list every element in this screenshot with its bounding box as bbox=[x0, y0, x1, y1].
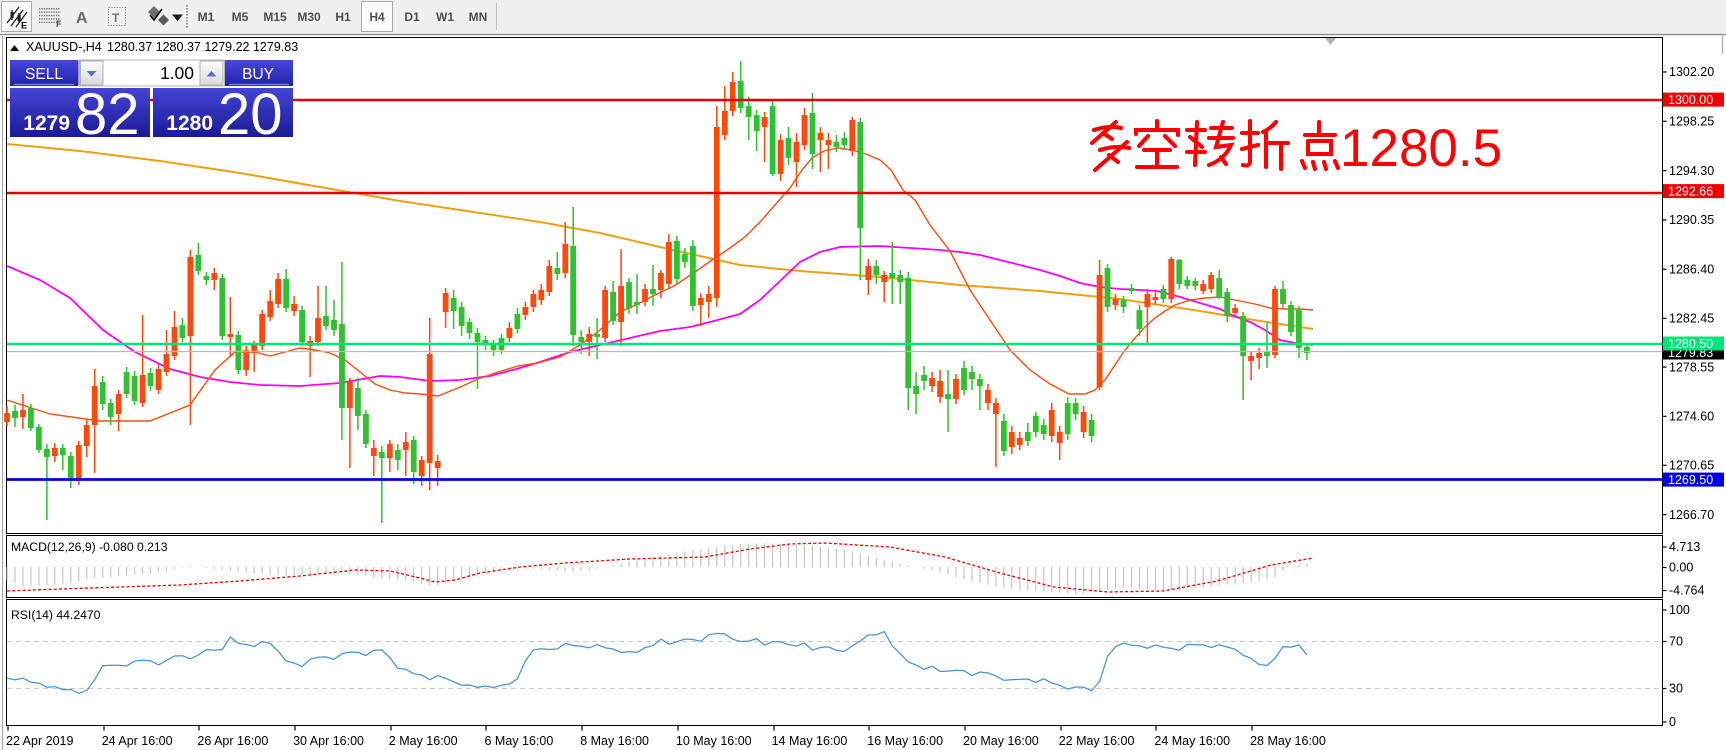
svg-text:F: F bbox=[56, 19, 62, 29]
svg-text:0.00: 0.00 bbox=[1669, 561, 1693, 575]
svg-text:4.713: 4.713 bbox=[1669, 540, 1700, 554]
svg-text:M30: M30 bbox=[297, 10, 321, 24]
svg-text:20: 20 bbox=[218, 82, 283, 147]
svg-text:26 Apr 16:00: 26 Apr 16:00 bbox=[197, 734, 268, 748]
svg-text:-4.764: -4.764 bbox=[1669, 584, 1704, 598]
svg-text:16 May 16:00: 16 May 16:00 bbox=[867, 734, 943, 748]
svg-text:1278.55: 1278.55 bbox=[1669, 360, 1714, 374]
svg-text:100: 100 bbox=[1669, 603, 1690, 617]
svg-text:10 May 16:00: 10 May 16:00 bbox=[676, 734, 752, 748]
svg-text:1294.30: 1294.30 bbox=[1669, 164, 1714, 178]
svg-text:1266.70: 1266.70 bbox=[1669, 508, 1714, 522]
svg-text:70: 70 bbox=[1669, 635, 1683, 649]
svg-text:1280.50: 1280.50 bbox=[1668, 337, 1713, 351]
svg-text:XAUUSD-,H4: XAUUSD-,H4 bbox=[26, 40, 102, 54]
svg-text:H4: H4 bbox=[369, 10, 385, 24]
svg-text:M5: M5 bbox=[232, 10, 249, 24]
svg-text:2 May 16:00: 2 May 16:00 bbox=[389, 734, 458, 748]
svg-text:1298.25: 1298.25 bbox=[1669, 115, 1714, 129]
svg-text:T: T bbox=[112, 11, 120, 25]
svg-text:MACD(12,26,9) -0.080 0.213: MACD(12,26,9) -0.080 0.213 bbox=[11, 540, 168, 554]
svg-text:1292.66: 1292.66 bbox=[1668, 185, 1713, 199]
svg-text:1286.40: 1286.40 bbox=[1669, 262, 1714, 276]
svg-text:0: 0 bbox=[1669, 715, 1676, 729]
svg-text:1279: 1279 bbox=[23, 112, 70, 135]
svg-text:82: 82 bbox=[75, 82, 140, 147]
svg-text:1280.5: 1280.5 bbox=[1340, 119, 1502, 178]
svg-text:W1: W1 bbox=[436, 10, 454, 24]
svg-text:E: E bbox=[21, 21, 27, 31]
svg-text:1269.50: 1269.50 bbox=[1668, 473, 1713, 487]
svg-text:6 May 16:00: 6 May 16:00 bbox=[485, 734, 554, 748]
svg-text:30 Apr 16:00: 30 Apr 16:00 bbox=[293, 734, 364, 748]
svg-text:1270.65: 1270.65 bbox=[1669, 459, 1714, 473]
svg-text:1280.37 1280.37 1279.22 1279.8: 1280.37 1280.37 1279.22 1279.83 bbox=[107, 40, 298, 54]
svg-text:1282.45: 1282.45 bbox=[1669, 312, 1714, 326]
svg-text:1302.20: 1302.20 bbox=[1669, 65, 1714, 79]
svg-text:1.00: 1.00 bbox=[160, 63, 194, 83]
svg-text:22 Apr 2019: 22 Apr 2019 bbox=[6, 734, 73, 748]
svg-text:BUY: BUY bbox=[242, 66, 274, 83]
svg-text:SELL: SELL bbox=[25, 66, 63, 83]
svg-text:14 May 16:00: 14 May 16:00 bbox=[772, 734, 848, 748]
svg-text:MN: MN bbox=[469, 10, 488, 24]
svg-text:M1: M1 bbox=[198, 10, 215, 24]
svg-text:M15: M15 bbox=[263, 10, 287, 24]
svg-text:8 May 16:00: 8 May 16:00 bbox=[580, 734, 649, 748]
svg-text:30: 30 bbox=[1669, 682, 1683, 696]
svg-text:24 May 16:00: 24 May 16:00 bbox=[1154, 734, 1230, 748]
svg-text:24 Apr 16:00: 24 Apr 16:00 bbox=[102, 734, 173, 748]
svg-text:RSI(14) 44.2470: RSI(14) 44.2470 bbox=[11, 608, 101, 622]
svg-text:1290.35: 1290.35 bbox=[1669, 213, 1714, 227]
svg-text:28 May 16:00: 28 May 16:00 bbox=[1250, 734, 1326, 748]
svg-text:1280: 1280 bbox=[166, 112, 213, 135]
svg-text:22 May 16:00: 22 May 16:00 bbox=[1059, 734, 1135, 748]
svg-text:A: A bbox=[76, 10, 88, 27]
svg-text:1274.60: 1274.60 bbox=[1669, 410, 1714, 424]
svg-text:20 May 16:00: 20 May 16:00 bbox=[963, 734, 1039, 748]
svg-text:D1: D1 bbox=[404, 10, 420, 24]
svg-text:1300.00: 1300.00 bbox=[1668, 93, 1713, 107]
svg-text:H1: H1 bbox=[335, 10, 351, 24]
